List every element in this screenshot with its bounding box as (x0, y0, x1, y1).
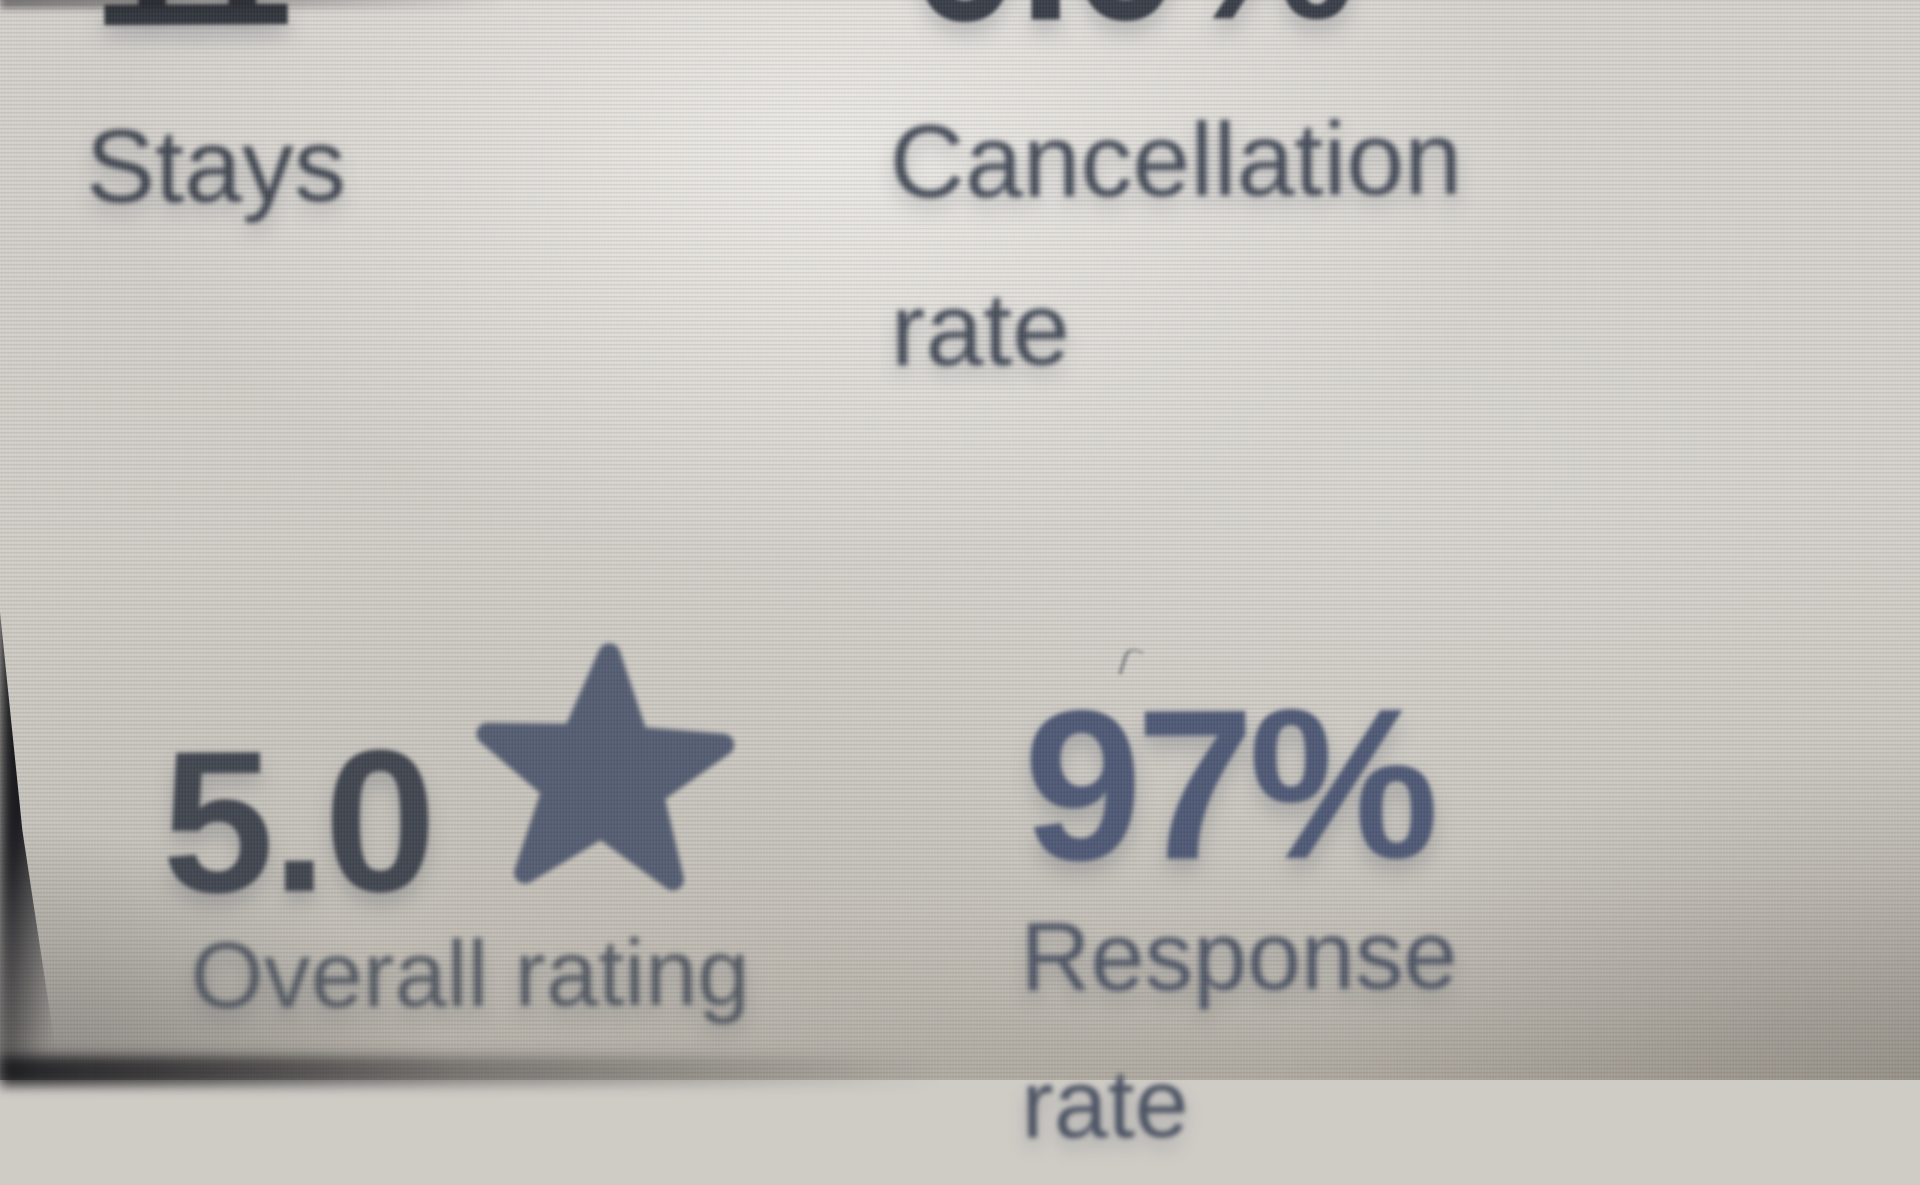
cancellation-rate-label: Cancellation rate (889, 100, 1463, 389)
response-rate-label: Response rate (1020, 899, 1458, 1160)
response-rate-value: 97% (1022, 664, 1434, 906)
bezel-shadow-top (0, 0, 560, 8)
stays-value: 11 (91, 0, 284, 68)
star-icon (461, 634, 746, 925)
bezel-shadow-bottom (0, 1056, 940, 1086)
stats-panel: 11 0.0% Stays Cancellation rate 5.0 97% … (85, 0, 1463, 1159)
stays-label: Stays (85, 107, 347, 226)
screen-photo-background (0, 0, 1920, 1080)
overall-rating-value: 5.0 (161, 643, 740, 935)
overall-rating-number: 5.0 (161, 707, 435, 935)
overall-rating-label: Overall rating (190, 919, 750, 1028)
cancellation-rate-value: 0.0% (909, 0, 1354, 63)
